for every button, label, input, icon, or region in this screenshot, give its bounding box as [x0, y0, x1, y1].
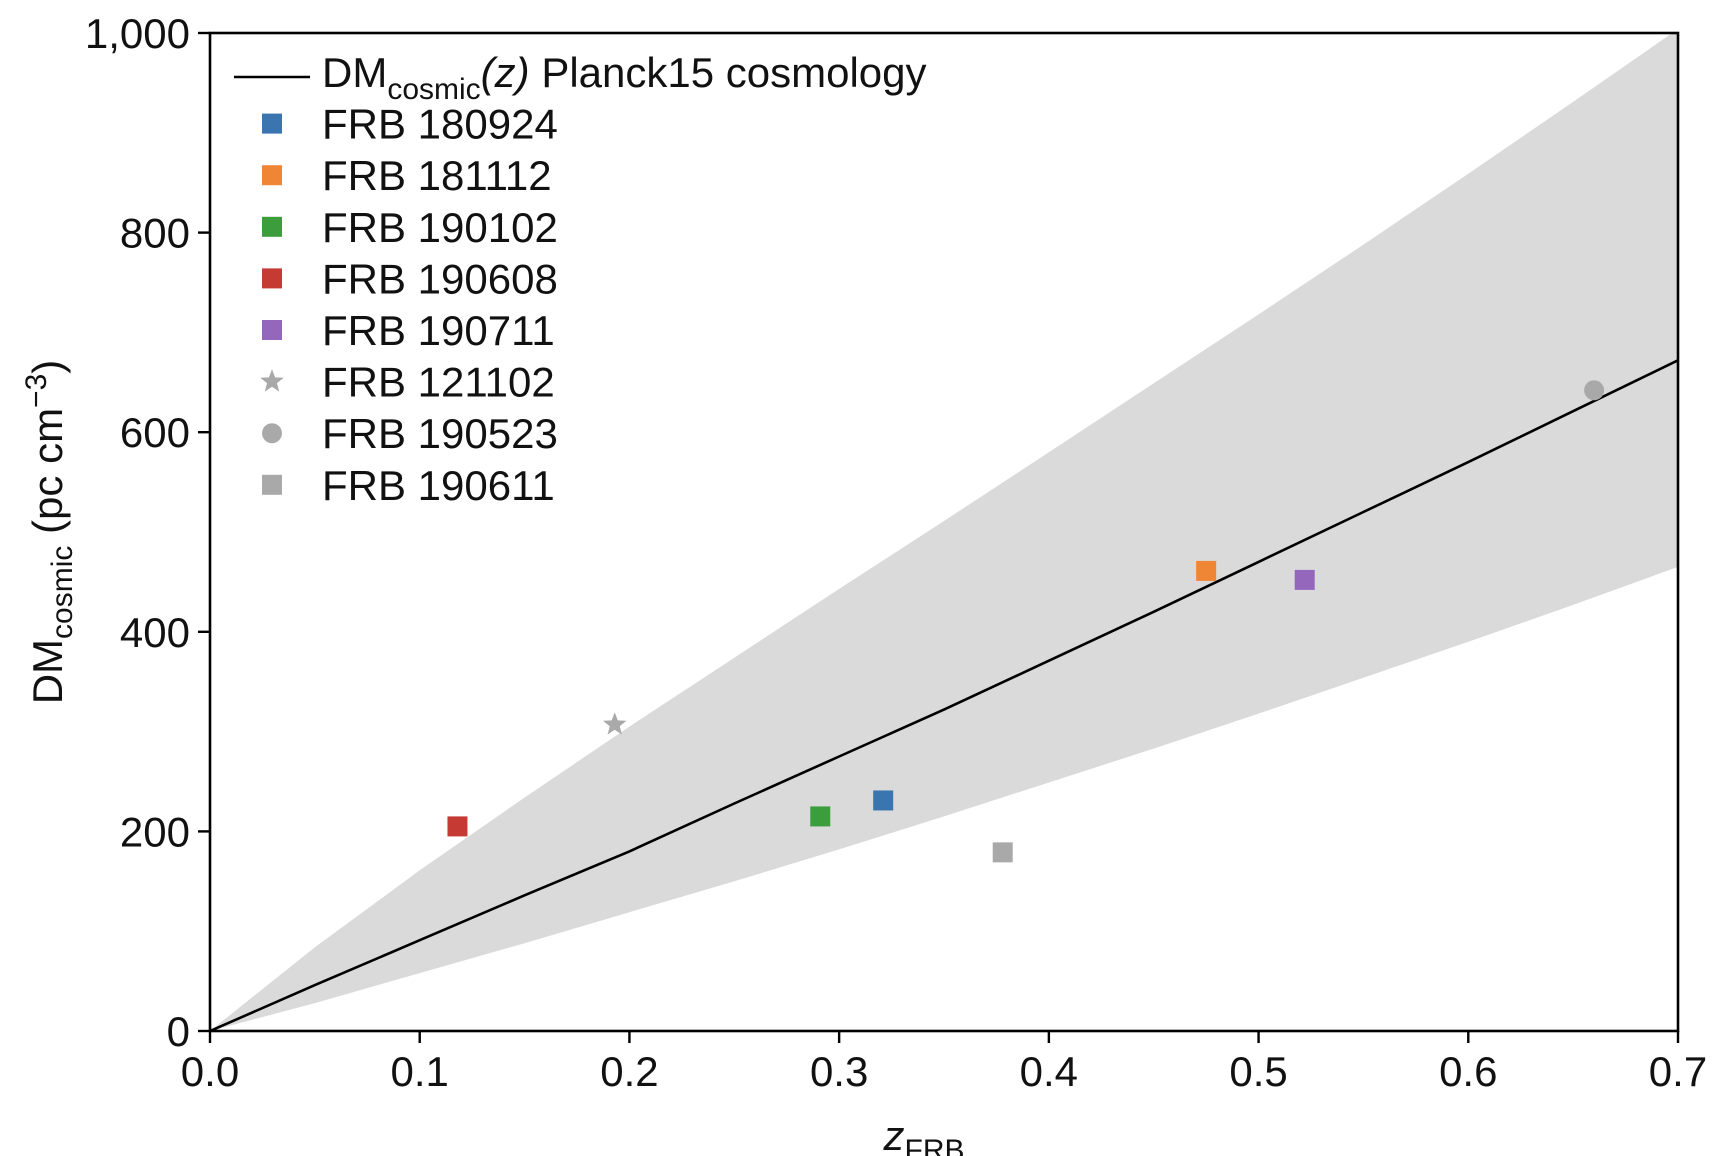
model-line: [210, 359, 1678, 1031]
x-tick-label: 0.7: [1649, 1048, 1707, 1095]
data-point-frb-190608: [447, 816, 468, 837]
x-tick-label: 0.6: [1439, 1048, 1497, 1095]
legend-label-frb-181112: FRB 181112: [322, 152, 552, 199]
legend-marker-frb-190611: [262, 474, 282, 495]
legend-marker-frb-121102: [260, 369, 284, 392]
x-tick-label: 0.1: [391, 1048, 449, 1095]
plot-frame: [208, 31, 1680, 1033]
data-point-frb-190102: [810, 806, 831, 827]
x-tick-label: 0.2: [600, 1048, 658, 1095]
legend-label-frb-190608: FRB 190608: [322, 255, 558, 302]
data-point-frb-181112: [1196, 560, 1217, 581]
plot-area: [210, 33, 1678, 1031]
x-tick-label: 0.5: [1229, 1048, 1287, 1095]
legend-marker-frb-190608: [262, 268, 282, 289]
legend-label-frb-121102: FRB 121102: [322, 359, 555, 406]
legend-marker-frb-190523: [262, 423, 282, 444]
y-axis-label: DMcosmic (pc cm−3): [20, 360, 79, 705]
legend-label-model: DMcosmic(z) Planck15 cosmology: [322, 49, 927, 106]
data-point-frb-180924: [873, 790, 894, 811]
legend-label-frb-180924: FRB 180924: [322, 101, 558, 148]
x-tick-label: 0.3: [810, 1048, 868, 1095]
axes: 0.0 0.1 0.2 0.3 0.4 0.5 0.6 0.7 0 200 400 600 800 1,0…: [20, 10, 1707, 1156]
legend-marker-frb-180924: [262, 113, 282, 134]
x-tick-label: 0.0: [181, 1048, 239, 1095]
legend-marker-frb-181112: [262, 165, 282, 186]
legend-label-frb-190102: FRB 190102: [322, 204, 558, 251]
y-tick-label: 800: [120, 210, 190, 257]
data-point-frb-190711: [1294, 569, 1315, 590]
legend-marker-frb-190711: [262, 320, 282, 340]
legend-label-frb-190523: FRB 190523: [322, 410, 558, 457]
y-tick-label: 400: [120, 609, 190, 656]
y-tick-label: 200: [120, 808, 190, 855]
uncertainty-band: [210, 33, 1678, 1031]
y-tick-label: 0: [167, 1008, 190, 1055]
legend-label-frb-190611: FRB 190611: [322, 462, 555, 509]
x-axis-label: zFRB: [883, 1112, 965, 1156]
y-tick-label: 1,000: [85, 10, 190, 57]
legend-label-frb-190711: FRB 190711: [322, 307, 555, 354]
legend-marker-frb-190102: [262, 216, 282, 237]
data-point-frb-190523: [1584, 380, 1605, 401]
x-tick-label: 0.4: [1020, 1048, 1078, 1095]
data-point-frb-190611: [992, 842, 1013, 863]
data-point-frb-121102: [603, 712, 627, 735]
y-tick-label: 600: [120, 409, 190, 456]
